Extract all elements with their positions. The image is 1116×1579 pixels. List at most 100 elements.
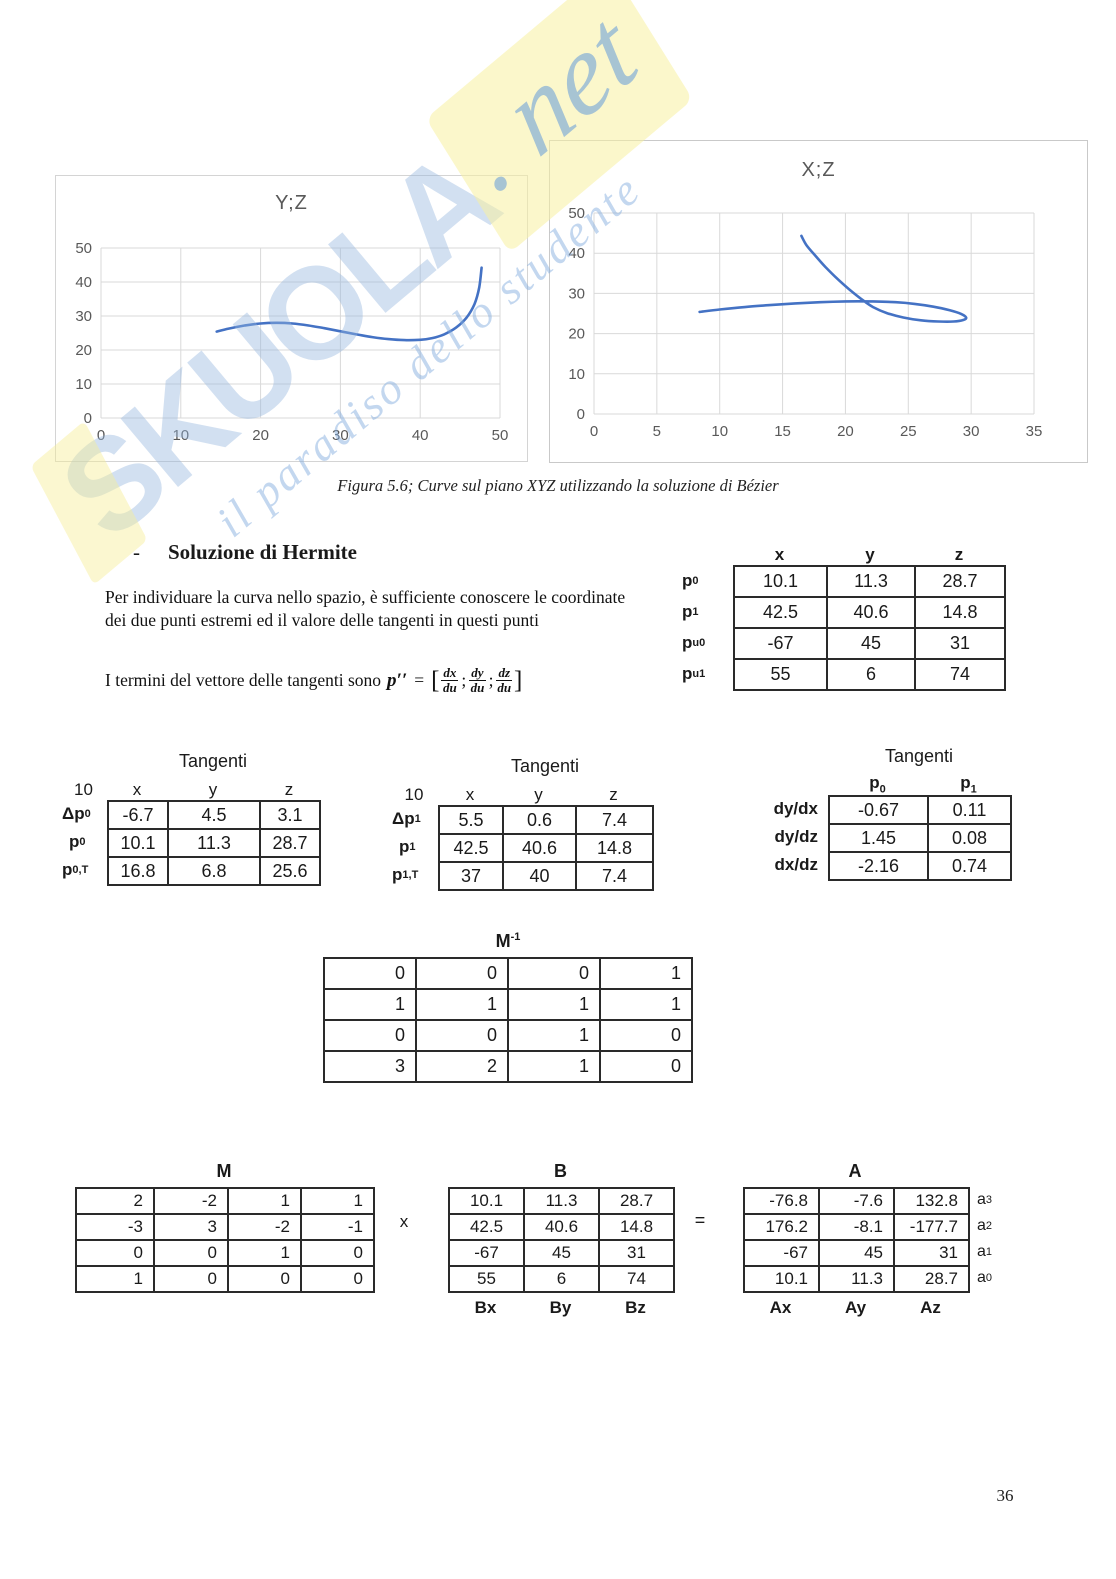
section-heading: - Soluzione di Hermite	[133, 540, 357, 565]
table-cell: 42.5	[735, 598, 828, 629]
col-header-z: z	[609, 785, 618, 804]
table-row: 55 6 74	[450, 1267, 675, 1293]
table-cell: 11.3	[525, 1189, 600, 1215]
table-row: -2.16 0.74	[830, 853, 1012, 881]
table-cell: 28.7	[261, 830, 321, 858]
row-label-dydx: dy/dx	[773, 799, 818, 818]
m-inverse-title: M-1	[495, 931, 521, 951]
table-cell: 42.5	[450, 1215, 525, 1241]
table-cell: 40	[504, 863, 577, 891]
table-cell: 6	[828, 660, 916, 691]
table-cell: -67	[735, 629, 828, 660]
table-cell: 1	[302, 1189, 375, 1215]
table-row: 1.45 0.08	[830, 825, 1012, 853]
formula-frac-dx-du: dx du	[441, 665, 459, 696]
table-cell: 1	[417, 990, 509, 1021]
table-row: 5.5 0.6 7.4	[440, 807, 654, 835]
table-cell: 2	[417, 1052, 509, 1083]
tangent-formula: I termini del vettore delle tangenti son…	[105, 665, 522, 696]
table-row: 176.2 -8.1 -177.7	[745, 1215, 970, 1241]
table-cell: 176.2	[745, 1215, 820, 1241]
table-cell: 0.08	[929, 825, 1012, 853]
table-cell: 11.3	[828, 567, 916, 598]
col-header-y: y	[865, 545, 875, 564]
table-cell: 0	[155, 1267, 229, 1293]
col-header-y: y	[534, 785, 543, 804]
footer-az: Az	[920, 1298, 941, 1317]
table-cell: 5.5	[440, 807, 504, 835]
table-cell: 0	[229, 1267, 302, 1293]
table-cell: 0	[77, 1241, 155, 1267]
table-row: -67 45 31	[745, 1241, 970, 1267]
table-cell: -76.8	[745, 1189, 820, 1215]
table-cell: 45	[820, 1241, 895, 1267]
table-cell: -67	[450, 1241, 525, 1267]
col-header-x: x	[774, 545, 785, 564]
table-cell: 2	[77, 1189, 155, 1215]
table-cell: 132.8	[895, 1189, 970, 1215]
table-cell: 0.11	[929, 797, 1012, 825]
table-title: Tangenti	[884, 746, 954, 766]
table-row: -67 45 31	[450, 1241, 675, 1267]
table-cell: 74	[600, 1267, 675, 1293]
table-cell: -6.7	[109, 802, 169, 830]
hermite-points-grid: 10.1 11.3 28.7 42.5 40.6 14.8 -67 45 31 55 6 74	[733, 565, 1006, 691]
table-row: -67 45 31	[735, 629, 1006, 660]
table-cell: -8.1	[820, 1215, 895, 1241]
table-cell: 40.6	[525, 1215, 600, 1241]
footer-ay: Ay	[844, 1298, 867, 1317]
formula-equals: =	[414, 670, 425, 691]
tangenti-p1-grid: 5.5 0.6 7.4 42.5 40.6 14.8 37 40 7.4	[438, 805, 654, 891]
table-cell: 42.5	[440, 835, 504, 863]
chart-xz-title: X;Z	[801, 159, 836, 181]
table-cell: 14.8	[600, 1215, 675, 1241]
tangenti-p0-grid: -6.7 4.5 3.1 10.1 11.3 28.7 16.8 6.8 25.6	[107, 800, 321, 886]
svg-text:10: 10	[711, 423, 728, 440]
table-cell: 74	[916, 660, 1006, 691]
svg-text:50: 50	[75, 240, 92, 257]
svg-text:20: 20	[837, 423, 854, 440]
svg-text:10: 10	[172, 427, 189, 444]
table-row: 42.5 40.6 14.8	[735, 598, 1006, 629]
m-matrix-title: M	[216, 1161, 232, 1181]
times-operator: x	[399, 1212, 409, 1231]
table-cell: 11.3	[169, 830, 261, 858]
chart-yz-plot: 0 10 20 30 40 50 0 10 20 30 40 50	[75, 240, 509, 444]
chart-yz-title: Y;Z	[275, 192, 308, 214]
page-number: 36	[996, 1486, 1014, 1505]
svg-text:35: 35	[1026, 423, 1043, 440]
table-row: 42.5 40.6 14.8	[440, 835, 654, 863]
formula-separator: ;	[461, 670, 467, 691]
table-cell: 1	[601, 990, 693, 1021]
m-matrix-table: M 2 -2 1 1 -3 3 -2 -1 0 0 1 0 1 0 0 0	[75, 1161, 375, 1293]
table-cell: 0	[325, 1021, 417, 1052]
chart-xz: X;Z 0 10 20 30 40 50 0 5 10 15 20 25 30 35	[549, 140, 1088, 463]
table-cell: 10.1	[450, 1189, 525, 1215]
row-label-p1T: p 1,T	[392, 865, 419, 884]
table-cell: 3	[325, 1052, 417, 1083]
table-cell: 3	[155, 1215, 229, 1241]
col-header-x: x	[465, 785, 475, 804]
svg-text:50: 50	[492, 427, 509, 444]
footer-bz: Bz	[625, 1298, 646, 1317]
a-matrix-grid: -76.8 -7.6 132.8 176.2 -8.1 -177.7 -67 45 31 10.1…	[743, 1187, 970, 1293]
svg-text:40: 40	[75, 274, 92, 291]
svg-text:0: 0	[84, 410, 92, 427]
table-cell: 31	[916, 629, 1006, 660]
heading-bullet: -	[133, 540, 140, 564]
chart-yz: Y;Z 0 10 20 30 40 50 0 10 20 30 40 50	[55, 175, 528, 462]
formula-frac-dz-du: dz du	[496, 665, 513, 696]
table-cell: 45	[828, 629, 916, 660]
table-cell: 10.1	[735, 567, 828, 598]
table-row: 10.1 11.3 28.7	[109, 830, 321, 858]
table-row: 2 -2 1 1	[77, 1189, 375, 1215]
row-label-dp1: Δp 1	[392, 809, 421, 828]
table-cell: 0	[325, 959, 417, 990]
formula-open-bracket: [	[431, 667, 440, 695]
